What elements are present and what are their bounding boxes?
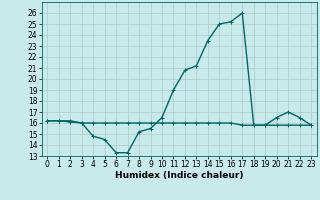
X-axis label: Humidex (Indice chaleur): Humidex (Indice chaleur) — [115, 171, 244, 180]
